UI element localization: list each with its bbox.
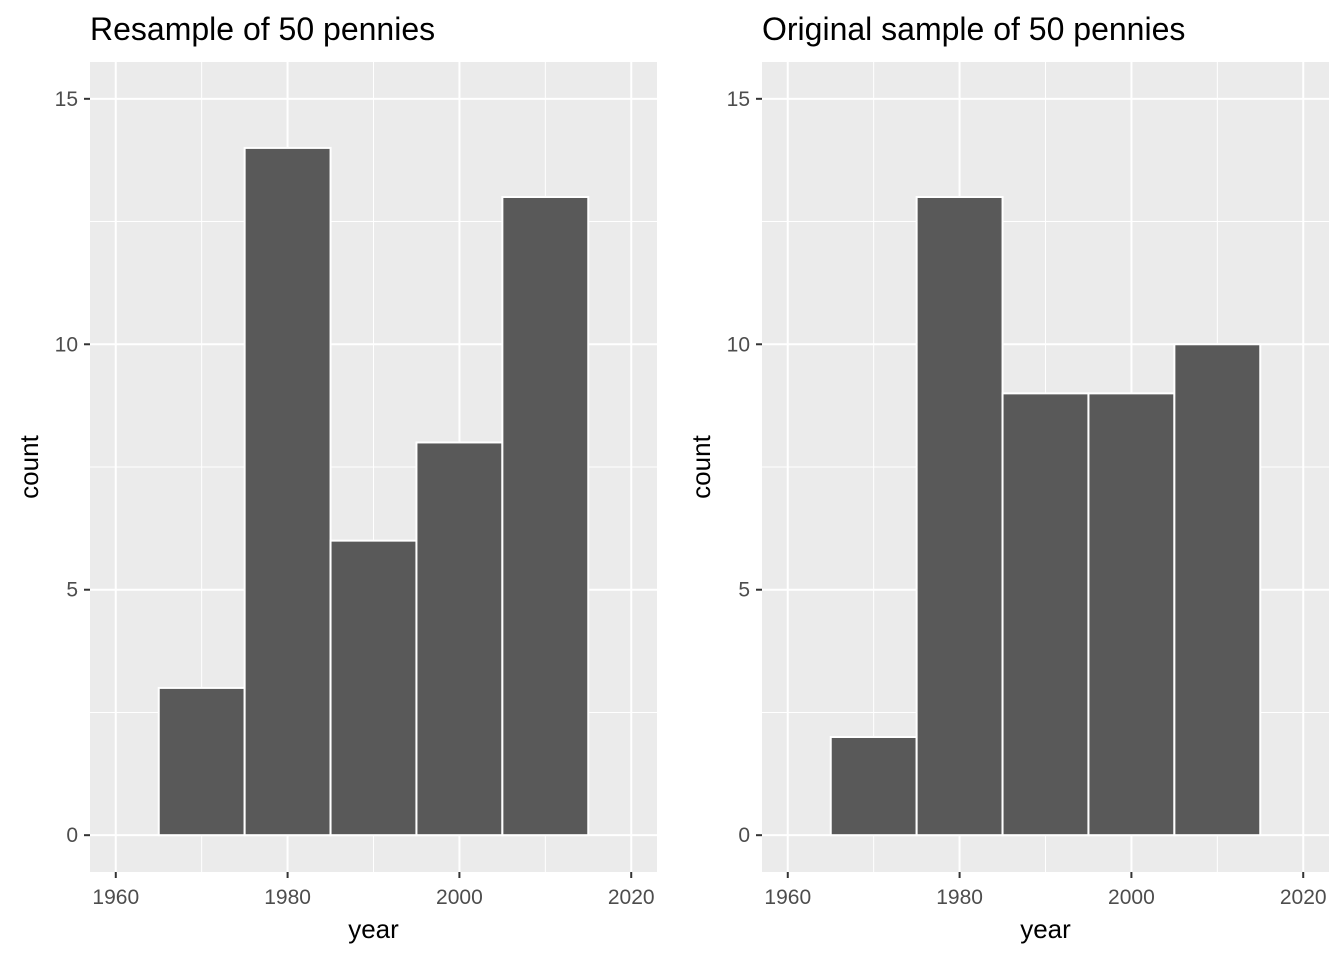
x-tick-label: 2000 (436, 886, 483, 909)
histogram-bar (829, 736, 918, 837)
y-tick-label: 0 (738, 824, 750, 847)
y-axis-label: count (14, 434, 44, 498)
y-tick-label: 10 (55, 333, 78, 356)
resample-histogram: 1960 1980 2000 2020 0 5 10 15 Resample of 50 pen… (14, 11, 657, 944)
original-sample-histogram: 1960 1980 2000 2020 0 5 10 15 Original sample of… (686, 11, 1329, 944)
y-tick-label: 15 (55, 88, 78, 111)
histogram-bar (1087, 392, 1176, 837)
chart-title: Resample of 50 pennies (90, 11, 435, 47)
y-axis-label: count (686, 434, 716, 498)
histogram-bar (1001, 392, 1090, 837)
x-axis-label: year (1020, 914, 1071, 944)
x-tick-label: 2000 (1108, 886, 1155, 909)
y-tick-label: 15 (727, 88, 750, 111)
x-tick-label: 1960 (764, 886, 811, 909)
y-tick-label: 0 (66, 824, 78, 847)
histogram-bar (501, 196, 590, 837)
x-tick-label: 2020 (1280, 886, 1327, 909)
x-tick-label: 2020 (608, 886, 655, 909)
histogram-bar (415, 441, 504, 837)
chart-title: Original sample of 50 pennies (762, 11, 1185, 47)
histogram-bar (157, 686, 246, 837)
y-tick-label: 10 (727, 333, 750, 356)
x-tick-label: 1980 (264, 886, 311, 909)
histogram-bar (915, 196, 1004, 837)
histogram-bar (243, 146, 332, 837)
x-tick-label: 1980 (936, 886, 983, 909)
y-tick-label: 5 (738, 579, 750, 602)
y-tick-label: 5 (66, 579, 78, 602)
x-tick-label: 1960 (92, 886, 139, 909)
x-axis-label: year (348, 914, 399, 944)
histogram-bar (329, 539, 418, 837)
histogram-bar (1173, 343, 1262, 837)
